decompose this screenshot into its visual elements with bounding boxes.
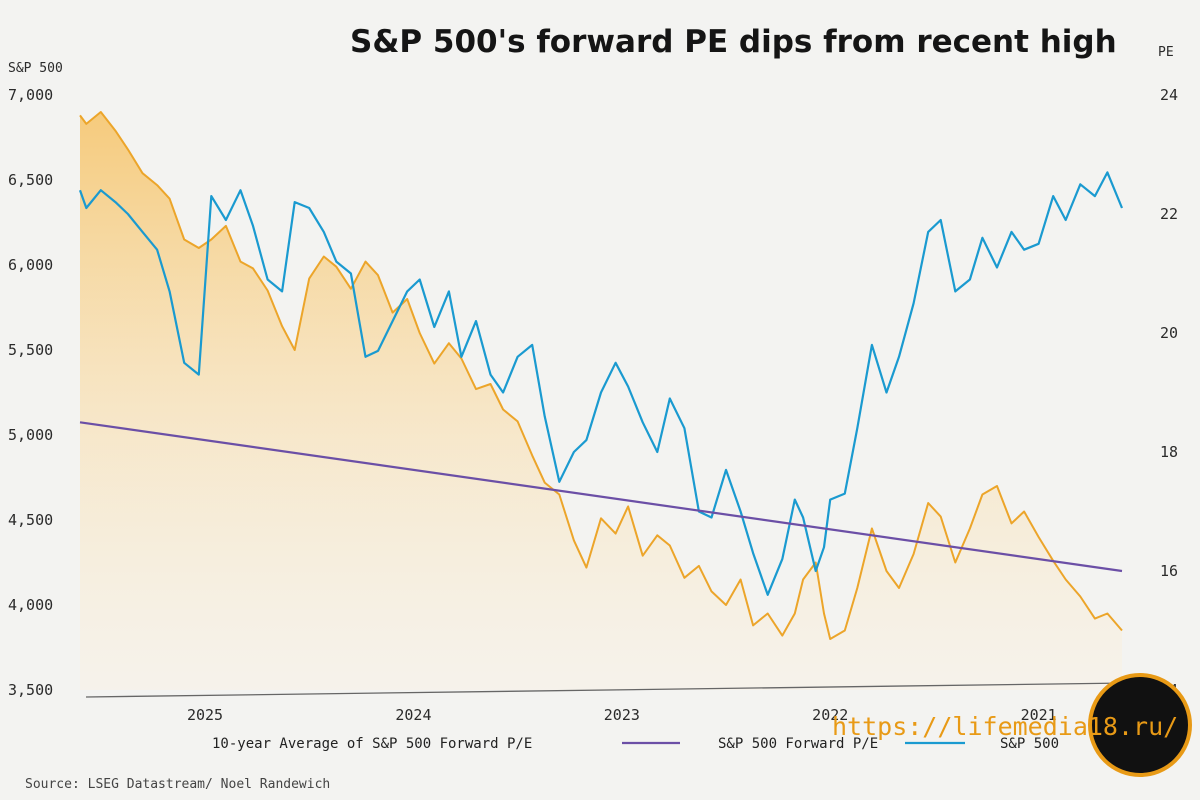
left-axis-tick-label: 5,000: [8, 426, 53, 444]
left-axis-tick-label: 5,500: [8, 341, 53, 359]
x-axis-tick-label: 2021: [1021, 706, 1057, 724]
left-axis-tick-label: 6,500: [8, 171, 53, 189]
legend-label-sp500: S&P 500: [1000, 736, 1059, 752]
plot-area: [78, 111, 1124, 690]
x-axis-tick-label: 2025: [187, 706, 223, 724]
left-axis-unit: S&P 500: [8, 61, 63, 76]
watermark-url: https://lifemedia18.ru/: [832, 712, 1178, 741]
sp500-area-fill: [80, 112, 1122, 690]
left-axis-tick-label: 4,000: [8, 596, 53, 614]
left-axis-tick-label: 6,000: [8, 256, 53, 274]
legend-label-forward-pe: S&P 500 Forward P/E: [718, 736, 878, 752]
forward-pe-line: [78, 171, 1124, 596]
watermark-circle: [1088, 673, 1192, 777]
x-axis-baseline: [85, 682, 1129, 698]
legend: 10-year Average of S&P 500 Forward P/E S&…: [212, 736, 1059, 752]
legend-label-ten-year-average: 10-year Average of S&P 500 Forward P/E: [212, 736, 532, 752]
x-axis-ticks: 2025 2024 2023 2022 2021: [187, 706, 1057, 724]
ten-year-average-line: [79, 421, 1123, 573]
right-axis-tick-label: 16: [1160, 562, 1178, 580]
right-axis-tick-label: 24: [1160, 86, 1178, 104]
left-axis-tick-label: 7,000: [8, 86, 53, 104]
right-axis-tick-label: 18: [1160, 443, 1178, 461]
right-axis-tick-label: 22: [1160, 205, 1178, 223]
left-axis-ticks: 7,000 6,500 6,000 5,500 5,000 4,500 4,000 3,500: [8, 86, 53, 699]
right-axis-unit: PE: [1158, 45, 1174, 60]
source-note: Source: LSEG Datastream/ Noel Randewich: [25, 777, 330, 792]
chart-title: S&P 500's forward PE dips from recent hi…: [350, 24, 1117, 60]
sp500-line: [79, 111, 1123, 640]
right-axis-ticks: 242220181614: [1160, 86, 1178, 699]
left-axis-tick-label: 3,500: [8, 681, 53, 699]
left-axis-tick-label: 4,500: [8, 511, 53, 529]
x-axis-tick-label: 2023: [604, 706, 640, 724]
x-axis-tick-label: 2024: [395, 706, 431, 724]
right-axis-tick-label: 20: [1160, 324, 1178, 342]
x-axis-tick-label: 2022: [812, 706, 848, 724]
